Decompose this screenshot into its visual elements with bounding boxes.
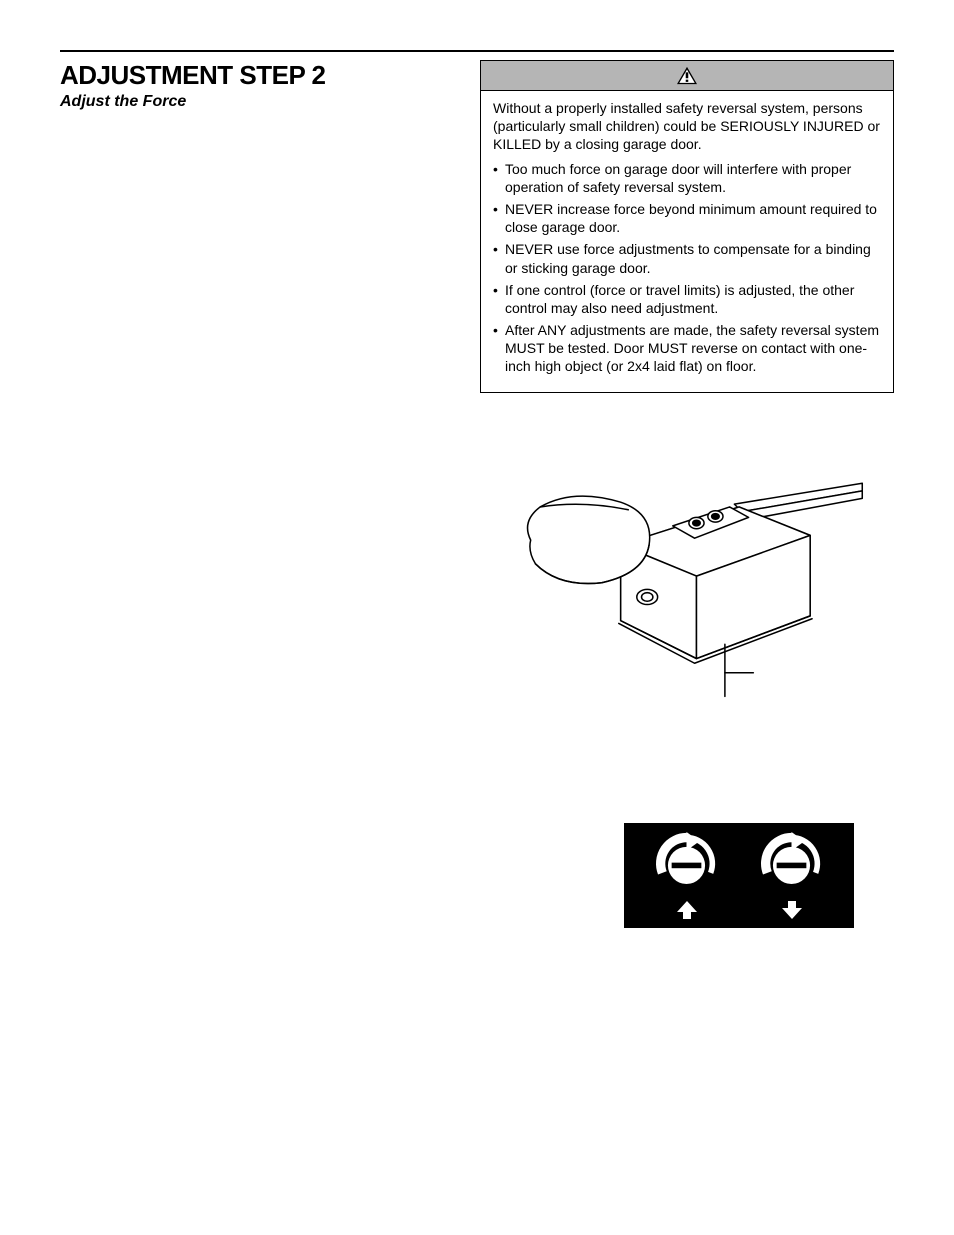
dial-close — [754, 832, 829, 919]
warning-bullet: If one control (force or travel limits) … — [493, 281, 881, 317]
up-arrow-icon — [677, 901, 697, 919]
warning-bullet: After ANY adjustments are made, the safe… — [493, 321, 881, 376]
dial-close-icon — [754, 832, 829, 897]
top-rule — [60, 50, 894, 52]
warning-body: Without a properly installed safety reve… — [481, 91, 893, 392]
force-dial-box — [624, 823, 854, 928]
warning-bullet: NEVER increase force beyond minimum amou… — [493, 200, 881, 236]
garage-opener-illustration — [507, 453, 867, 703]
warning-bullet: NEVER use force adjustments to compensat… — [493, 240, 881, 276]
warning-bullet: Too much force on garage door will inter… — [493, 160, 881, 196]
warning-intro: Without a properly installed safety reve… — [493, 99, 881, 154]
warning-header — [481, 61, 893, 91]
dial-open-icon — [649, 832, 724, 897]
down-arrow-icon — [782, 901, 802, 919]
illustration-area — [480, 453, 894, 703]
step-title: ADJUSTMENT STEP 2 — [60, 60, 460, 91]
warning-box: Without a properly installed safety reve… — [480, 60, 894, 393]
step-subtitle: Adjust the Force — [60, 93, 460, 111]
left-column: ADJUSTMENT STEP 2 Adjust the Force — [60, 60, 460, 928]
warning-icon — [676, 66, 698, 86]
right-column: Without a properly installed safety reve… — [480, 60, 894, 928]
content-wrap: ADJUSTMENT STEP 2 Adjust the Force Witho… — [60, 60, 894, 928]
warning-list: Too much force on garage door will inter… — [493, 160, 881, 376]
dial-open — [649, 832, 724, 919]
